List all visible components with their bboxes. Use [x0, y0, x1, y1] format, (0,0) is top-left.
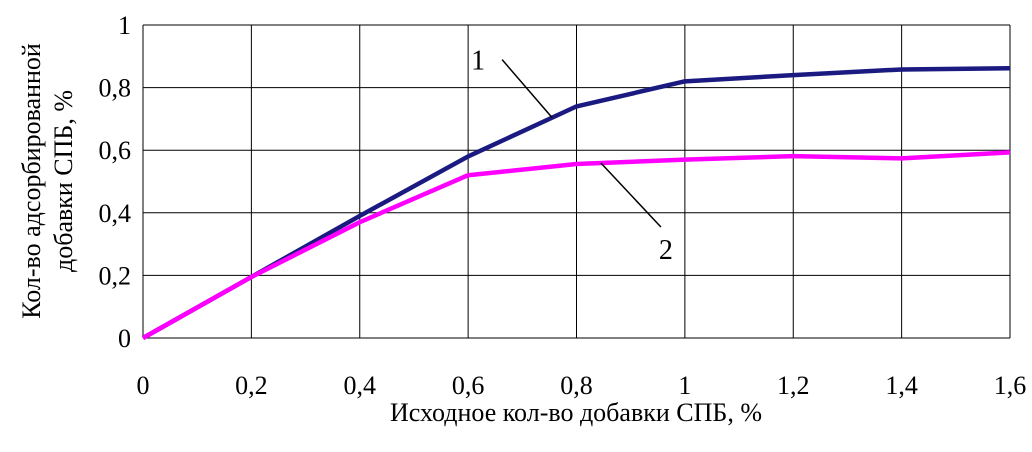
y-tick-label: 0,2 — [99, 261, 132, 290]
grid — [142, 24, 1011, 339]
y-tick-label: 0,8 — [99, 74, 132, 103]
y-tick-label: 0,6 — [99, 136, 132, 165]
x-tick-label: 0,6 — [452, 371, 485, 400]
y-tick-labels: 0 0,2 0,4 0,6 0,8 1 — [99, 11, 132, 353]
x-tick-label: 1 — [678, 371, 691, 400]
x-tick-labels: 0 0,2 0,4 0,6 0,8 1 1,2 1,4 1,6 — [137, 371, 1027, 400]
x-tick-label: 1,6 — [994, 371, 1027, 400]
callout-leader-1 — [501, 59, 553, 119]
x-tick-label: 0,4 — [344, 371, 377, 400]
callouts: 12 — [471, 46, 673, 266]
y-axis-title-line-2: добавки СПБ, % — [49, 90, 78, 272]
x-tick-label: 1,2 — [777, 371, 810, 400]
series-2-line — [141, 150, 1011, 340]
y-tick-label: 0 — [118, 324, 131, 353]
callout-label-1: 1 — [471, 46, 485, 77]
y-axis-title: Кол-во адсорбированной — [17, 43, 46, 319]
series-lines — [141, 65, 1011, 340]
x-tick-label: 0,2 — [235, 371, 268, 400]
callout-leader-2 — [600, 162, 662, 228]
y-tick-label: 0,4 — [99, 199, 132, 228]
x-axis-title: Исходное кол-во добавки СПБ, % — [390, 398, 762, 427]
callout-label-2: 2 — [659, 235, 673, 266]
y-tick-label: 1 — [118, 11, 131, 40]
x-tick-label: 1,4 — [885, 371, 918, 400]
x-tick-label: 0,8 — [560, 371, 593, 400]
x-tick-label: 0 — [137, 371, 150, 400]
